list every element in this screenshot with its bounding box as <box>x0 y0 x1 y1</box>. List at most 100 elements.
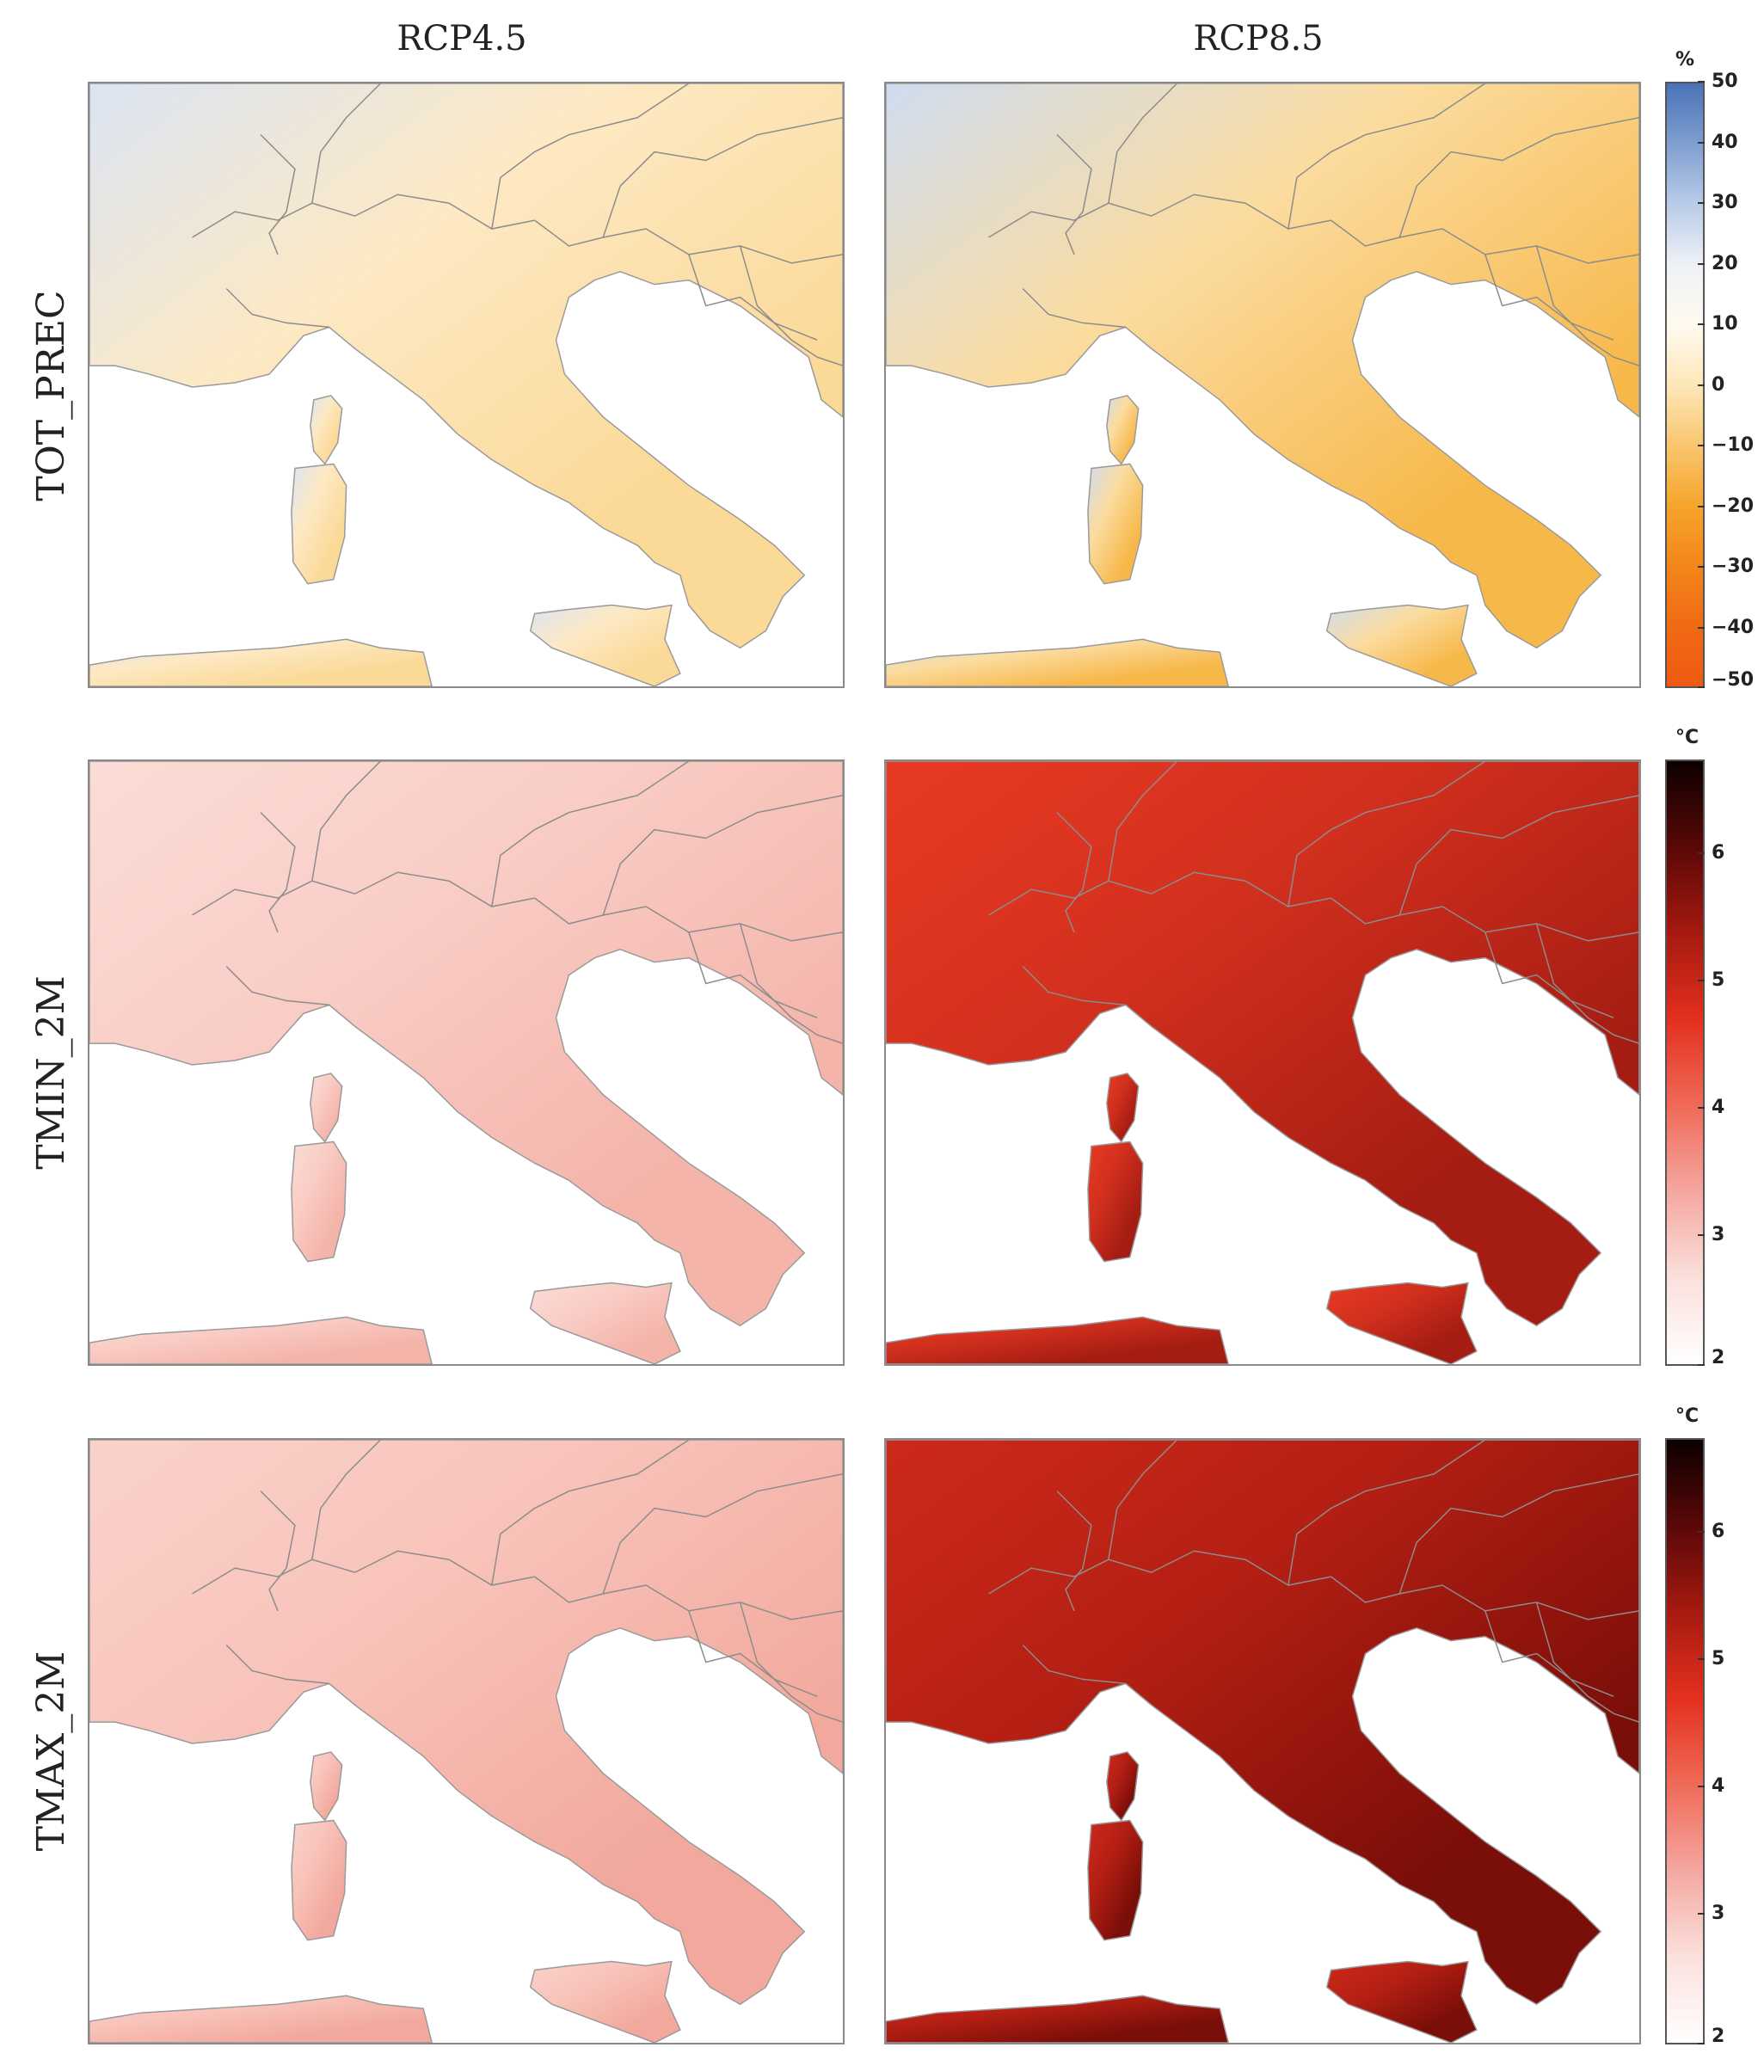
land-mass <box>886 83 1639 649</box>
colorbar-unit: % <box>1675 49 1695 71</box>
colorbar-tick-label: −20 <box>1712 495 1755 517</box>
colorbar-tick-label: −50 <box>1712 669 1755 691</box>
colorbar-tick-label: −10 <box>1712 434 1755 456</box>
north-africa-coast <box>89 1316 433 1364</box>
sardinia-island <box>291 1819 347 1941</box>
map-canvas <box>89 83 843 686</box>
corsica-island <box>310 1751 343 1822</box>
colorbar-tick <box>1698 202 1705 204</box>
colorbar-tmin-2m <box>1665 759 1705 1366</box>
sardinia-island <box>291 1141 347 1263</box>
colorbar-tick <box>1698 2043 1705 2044</box>
colorbar-tick <box>1698 1234 1705 1237</box>
colorbar-tmax-2m <box>1665 1438 1705 2044</box>
column-title-rcp85: RCP8.5 <box>1193 19 1324 58</box>
country-border <box>225 1645 329 1685</box>
country-border <box>739 245 843 366</box>
country-border <box>192 194 535 238</box>
country-border <box>1484 1610 1614 1697</box>
country-border <box>192 1550 535 1595</box>
country-border <box>225 966 329 1006</box>
land-mass <box>89 83 843 649</box>
north-africa-coast <box>89 638 433 686</box>
colorbar-tick <box>1698 141 1705 144</box>
country-border <box>1535 245 1639 366</box>
colorbar-tick <box>1698 1531 1705 1534</box>
country-border <box>491 761 690 907</box>
country-border <box>1484 931 1614 1018</box>
sicily-island <box>1325 604 1478 686</box>
country-border <box>1535 1602 1639 1723</box>
sicily-island <box>1325 1960 1478 2043</box>
country-border <box>988 871 1331 916</box>
colorbar-tick-label: −40 <box>1712 616 1755 638</box>
map-panel-tot-prec-rcp45 <box>88 82 845 688</box>
country-border <box>260 134 296 255</box>
country-border <box>1108 83 1177 204</box>
country-border <box>311 761 381 882</box>
colorbar-tick-label: 40 <box>1712 131 1738 153</box>
map-panel-tmax-2m-rcp85 <box>884 1438 1641 2044</box>
country-border <box>739 1602 843 1723</box>
colorbar-tick-label: 20 <box>1712 252 1738 274</box>
colorbar-tick-label: 0 <box>1712 373 1725 396</box>
country-border <box>260 812 296 933</box>
country-border <box>602 117 843 238</box>
north-africa-coast <box>886 638 1229 686</box>
row-title-tmin-2m: TMIN_2M <box>29 975 73 1170</box>
colorbar-tick-label: 6 <box>1712 1521 1725 1543</box>
colorbar-tick <box>1698 566 1705 568</box>
north-africa-coast <box>886 1995 1229 2043</box>
country-border <box>1398 1473 1639 1595</box>
colorbar-tick <box>1698 1658 1705 1661</box>
colorbar-tick-label: 2 <box>1712 2026 1725 2047</box>
sardinia-island <box>1087 1141 1144 1263</box>
sicily-island <box>529 1282 681 1364</box>
north-africa-coast <box>886 1316 1229 1364</box>
country-border <box>602 1473 843 1595</box>
colorbar-tick <box>1698 626 1705 629</box>
sardinia-island <box>1087 1819 1144 1941</box>
column-title-rcp45: RCP4.5 <box>396 19 527 58</box>
country-border <box>1022 288 1126 329</box>
country-border <box>311 1440 381 1560</box>
row-title-tmax-2m: TMAX_2M <box>29 1651 73 1852</box>
country-border <box>739 923 843 1044</box>
country-border <box>1331 1576 1639 1620</box>
country-border <box>534 1576 843 1620</box>
colorbar-tick <box>1698 323 1705 325</box>
map-canvas <box>886 761 1639 1364</box>
land-mass <box>89 1440 843 2006</box>
colorbar-tick <box>1698 686 1705 688</box>
country-border <box>1331 219 1639 264</box>
country-border <box>1022 966 1126 1006</box>
country-border <box>1398 117 1639 238</box>
country-border <box>260 1491 296 1612</box>
corsica-island <box>1106 1751 1140 1822</box>
colorbar-tick-label: 10 <box>1712 313 1738 335</box>
colorbar-tick <box>1698 1107 1705 1110</box>
land-mass <box>886 1440 1639 2006</box>
colorbar-tick <box>1698 262 1705 265</box>
colorbar-tick <box>1698 505 1705 507</box>
colorbar-tick-label: 4 <box>1712 1097 1725 1119</box>
colorbar-tick-label: 50 <box>1712 71 1738 92</box>
country-border <box>1056 1491 1092 1612</box>
country-border <box>1288 83 1486 230</box>
country-border <box>534 897 843 942</box>
row-title-tot-prec: TOT_PREC <box>29 290 73 501</box>
colorbar-unit: °C <box>1675 727 1699 748</box>
corsica-island <box>310 1073 343 1143</box>
country-border <box>1056 134 1092 255</box>
country-border <box>491 1440 690 1586</box>
colorbar-tick-label: 4 <box>1712 1775 1725 1798</box>
land-mass <box>886 761 1639 1327</box>
country-border <box>534 219 843 264</box>
country-border <box>1535 923 1639 1044</box>
country-border <box>1484 254 1614 341</box>
north-africa-coast <box>89 1995 433 2043</box>
map-canvas <box>886 83 1639 686</box>
sicily-island <box>529 1960 681 2043</box>
map-canvas <box>89 1440 843 2043</box>
colorbar-tick <box>1698 1913 1705 1915</box>
